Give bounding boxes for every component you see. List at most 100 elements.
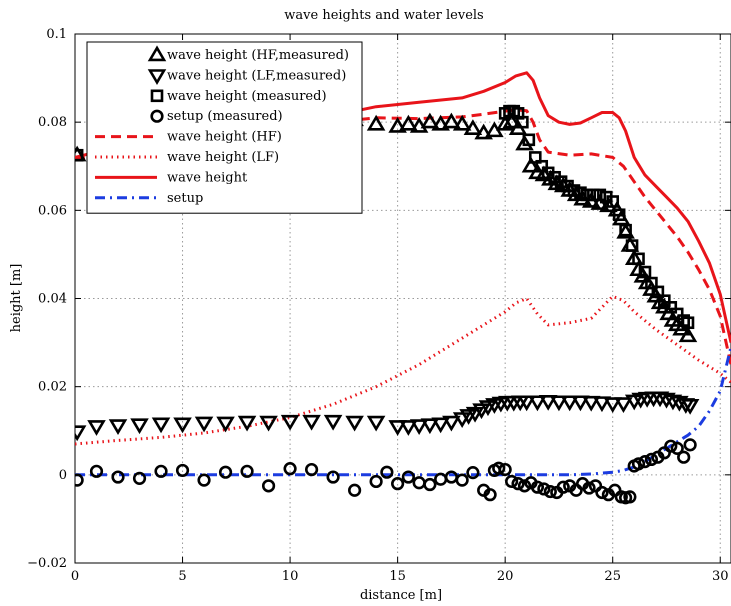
legend-item-wave-height: wave height: [95, 170, 248, 185]
x-tick-label: 30: [712, 569, 729, 584]
data-point-setup-measured: [537, 482, 551, 496]
data-point-setup-measured: [401, 470, 415, 484]
data-point-setup-measured: [348, 483, 362, 497]
data-point-wave-height-hf-measured: [599, 196, 618, 213]
legend-label: wave height (LF): [167, 150, 279, 165]
data-point-wave-height-hf-measured: [399, 114, 418, 131]
series-wave-height-hf: [75, 108, 731, 365]
data-point-setup-measured: [517, 479, 532, 493]
data-point-setup-measured: [412, 476, 426, 490]
data-point-wave-height-lf-measured: [420, 418, 440, 435]
data-point-wave-height-lf-measured: [614, 397, 633, 413]
legend-label: wave height (measured): [167, 89, 327, 104]
data-point-wave-height-measured: [587, 188, 600, 202]
legend-marker: [150, 89, 164, 103]
x-tick-label: 25: [604, 569, 621, 584]
series-layer: [75, 71, 731, 505]
legend-marker: [147, 45, 167, 62]
data-point-setup-measured: [132, 471, 147, 485]
data-point-setup-measured: [455, 473, 469, 487]
data-point-wave-height-measured: [516, 115, 529, 129]
data-point-setup-measured: [304, 462, 319, 477]
series-line-wave-height-hf: [75, 108, 731, 365]
data-point-setup-measured: [218, 465, 233, 479]
data-point-wave-height-measured: [664, 301, 678, 314]
x-tick-label: 0: [71, 569, 79, 584]
data-point-wave-height-lf-measured: [657, 392, 676, 409]
y-axis-label: height [m]: [9, 264, 24, 333]
data-point-wave-height-hf-measured: [474, 123, 493, 140]
data-point-wave-height-lf-measured: [680, 398, 700, 415]
data-point-wave-height-lf-measured: [87, 420, 106, 436]
data-point-setup-measured: [511, 477, 525, 491]
data-point-wave-height-measured: [612, 208, 626, 222]
data-point-wave-height-measured: [567, 184, 581, 197]
data-point-wave-height-hf-measured: [463, 119, 483, 135]
data-point-setup-measured: [582, 481, 596, 495]
data-point-wave-height-lf-measured: [194, 416, 214, 433]
y-tick-label: 0.06: [38, 203, 67, 218]
data-point-wave-height-lf-measured: [173, 417, 192, 434]
data-point-wave-height-measured: [645, 276, 658, 290]
data-point-wave-height-measured: [670, 307, 684, 321]
data-point-setup-measured: [283, 462, 297, 476]
legend-label: wave height: [167, 170, 248, 185]
data-point-wave-height-lf-measured: [399, 420, 418, 436]
data-point-setup-measured: [505, 474, 519, 489]
data-point-wave-height-hf-measured: [495, 114, 515, 131]
data-point-wave-height-measured: [606, 195, 620, 208]
data-point-wave-height-lf-measured: [581, 395, 601, 412]
data-point-setup-measured: [595, 485, 609, 500]
data-point-wave-height-lf-measured: [130, 418, 149, 435]
y-tick-label: 0.08: [38, 115, 67, 130]
legend: wave height (HF,measured) wave height (LF…: [86, 41, 363, 214]
legend-item-wave-height-hf-measured: wave height (HF,measured): [147, 45, 349, 63]
x-tick-label: 20: [497, 569, 514, 584]
data-point-setup-measured: [434, 472, 448, 486]
legend-label: wave height (HF,measured): [167, 48, 349, 63]
data-point-wave-height-hf-measured: [366, 114, 386, 131]
legend-label: setup (measured): [167, 109, 283, 124]
data-point-wave-height-lf-measured: [560, 395, 579, 412]
x-tick-label: 10: [282, 569, 299, 584]
x-tick-label: 15: [389, 569, 406, 584]
data-point-wave-height-hf-measured: [515, 134, 534, 151]
data-point-setup-measured: [530, 480, 545, 494]
data-point-wave-height-hf-measured: [388, 117, 407, 133]
legend-marker: [147, 69, 167, 85]
data-point-wave-height-lf-measured: [108, 419, 128, 436]
data-point-setup-measured: [369, 474, 383, 489]
data-point-wave-height-measured: [619, 223, 632, 237]
data-point-setup-measured: [261, 479, 276, 493]
y-tick-label: 0.1: [46, 27, 67, 42]
ticks: 0 5 10 15 20 25 30 −0.02 0 0.02 0.04 0.06 0.08 0.1: [27, 27, 731, 584]
y-tick-label: −0.02: [27, 556, 67, 571]
data-point-setup-measured: [89, 464, 104, 478]
x-axis-label: distance [m]: [360, 588, 442, 603]
y-tick-label: 0.04: [38, 292, 67, 307]
data-point-wave-height-hf-measured: [442, 112, 461, 129]
legend-item-wave-height-measured: wave height (measured): [150, 89, 327, 104]
series-wave-height-lf-measured: [75, 391, 700, 442]
series-line-wave-height-lf: [75, 294, 731, 446]
legend-marker: [150, 109, 164, 123]
data-point-wave-height-hf-measured: [521, 156, 541, 173]
data-point-wave-height-lf-measured: [603, 397, 622, 413]
data-point-setup-measured: [670, 441, 684, 455]
data-point-wave-height-measured: [574, 186, 587, 199]
data-point-wave-height-lf-measured: [409, 419, 429, 436]
legend-box: [86, 41, 363, 214]
data-point-wave-height-hf-measured: [420, 112, 440, 129]
legend-item-setup: setup: [95, 191, 203, 206]
data-point-wave-height-measured: [658, 294, 671, 308]
series-setup: [75, 346, 731, 477]
data-point-setup-measured: [154, 464, 168, 478]
data-point-wave-height-hf-measured: [431, 114, 450, 131]
data-point-setup-measured: [466, 466, 480, 480]
data-point-setup-measured: [380, 465, 394, 479]
data-point-wave-height-hf-measured: [616, 222, 635, 239]
data-point-wave-height-lf-measured: [442, 415, 461, 432]
data-point-wave-height-lf-measured: [280, 414, 300, 431]
data-point-wave-height-lf-measured: [571, 395, 590, 412]
data-point-setup-measured: [638, 455, 652, 469]
